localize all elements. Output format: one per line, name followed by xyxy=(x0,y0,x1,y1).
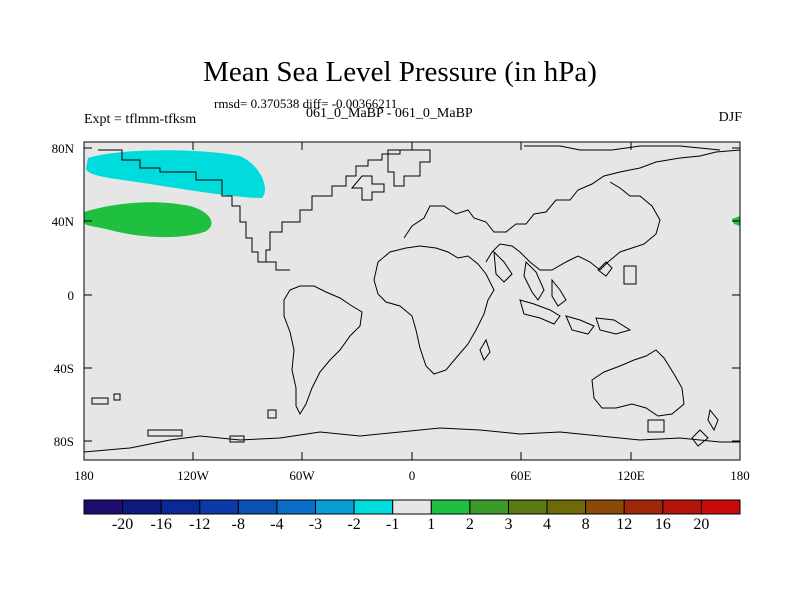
colorbar-box xyxy=(276,499,317,515)
colorbar-label: 3 xyxy=(504,516,513,533)
australia-coast xyxy=(591,349,685,417)
colorbar-box xyxy=(546,499,587,515)
y-tick-80n: 80N xyxy=(51,141,74,156)
colorbar-box xyxy=(507,499,548,515)
colorbar-box xyxy=(700,499,741,515)
rmsd-subtitle: rmsd= 0.370538 diff= -0.00366211 xyxy=(214,96,398,111)
x-tick-60w: 60W xyxy=(289,468,315,483)
eurasia-coast xyxy=(403,149,741,239)
colorbar-label: -12 xyxy=(189,516,211,533)
colorbar-box xyxy=(430,499,471,515)
colorbar-box xyxy=(623,499,664,515)
colorbar-label: 4 xyxy=(543,516,552,533)
x-tick-180e: 180 xyxy=(730,468,750,483)
colorbar-label: 8 xyxy=(581,516,590,533)
colorbar-label: 12 xyxy=(616,516,633,533)
colorbar-box xyxy=(160,499,201,515)
colorbar-box xyxy=(83,499,124,515)
y-tick-40n: 40N xyxy=(51,214,74,229)
antarctica-coast xyxy=(83,427,740,453)
colorbar xyxy=(83,499,741,515)
y-tick-80s: 80S xyxy=(53,434,74,449)
colorbar-label: 2 xyxy=(465,516,474,533)
colorbar-box xyxy=(199,499,239,515)
colorbar-label: -1 xyxy=(386,516,400,533)
x-tick-180w: 180 xyxy=(74,468,94,483)
y-tick-40s: 40S xyxy=(53,361,74,376)
colorbar-label: -16 xyxy=(150,516,172,533)
map-background xyxy=(84,142,740,460)
greenland-coast xyxy=(387,149,431,187)
colorbar-box xyxy=(469,499,509,515)
y-tick-0: 0 xyxy=(67,288,75,303)
colorbar-label: -8 xyxy=(231,516,246,533)
colorbar-label: -2 xyxy=(347,516,361,533)
colorbar-box xyxy=(315,499,355,515)
colorbar-box xyxy=(392,499,432,515)
colorbar-box xyxy=(237,499,278,515)
experiment-names: 061_0_MaBP - 061_0_MaBP xyxy=(306,106,473,121)
north-america-coast xyxy=(98,149,420,263)
colorbar-label: -4 xyxy=(270,516,284,533)
colorbar-box xyxy=(122,499,162,515)
colorbar-label: 20 xyxy=(693,516,710,533)
season-label: DJF xyxy=(718,110,742,125)
x-tick-60e: 60E xyxy=(510,468,532,483)
positive-anomaly-patch xyxy=(84,202,212,238)
experiment-label: Expt = tflmm-tfksm xyxy=(84,112,197,127)
x-tick-0: 0 xyxy=(408,468,416,483)
colorbar-label: -3 xyxy=(308,516,323,533)
colorbar-box xyxy=(662,499,702,515)
south-america-coast xyxy=(283,285,363,416)
colorbar-label: 1 xyxy=(427,516,436,533)
coastlines xyxy=(83,145,741,453)
negative-anomaly-patch xyxy=(86,150,266,198)
x-tick-120e: 120E xyxy=(617,468,645,483)
colorbar-box xyxy=(353,499,394,515)
axis-ticks xyxy=(84,142,740,460)
colorbar-label: -20 xyxy=(111,516,134,533)
colorbar-label: 16 xyxy=(654,516,671,533)
page-title: Mean Sea Level Pressure (in hPa) xyxy=(203,56,597,88)
x-tick-120w: 120W xyxy=(177,468,209,483)
africa-coast xyxy=(373,245,495,375)
colorbar-box xyxy=(585,499,625,515)
